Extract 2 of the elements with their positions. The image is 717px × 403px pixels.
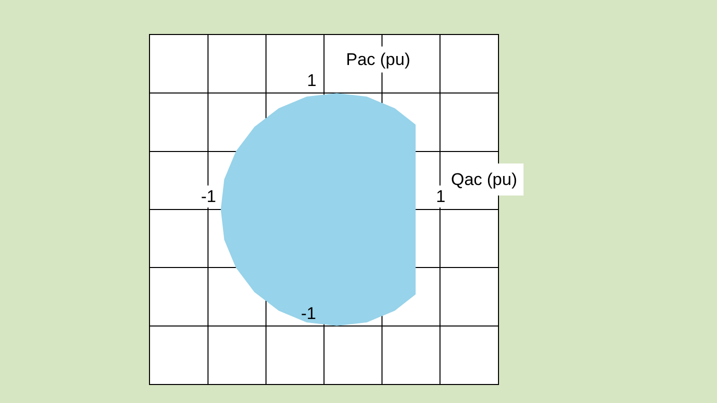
y-axis-title: Pac (pu) bbox=[346, 50, 410, 69]
x-axis-title: Qac (pu) bbox=[451, 170, 518, 189]
